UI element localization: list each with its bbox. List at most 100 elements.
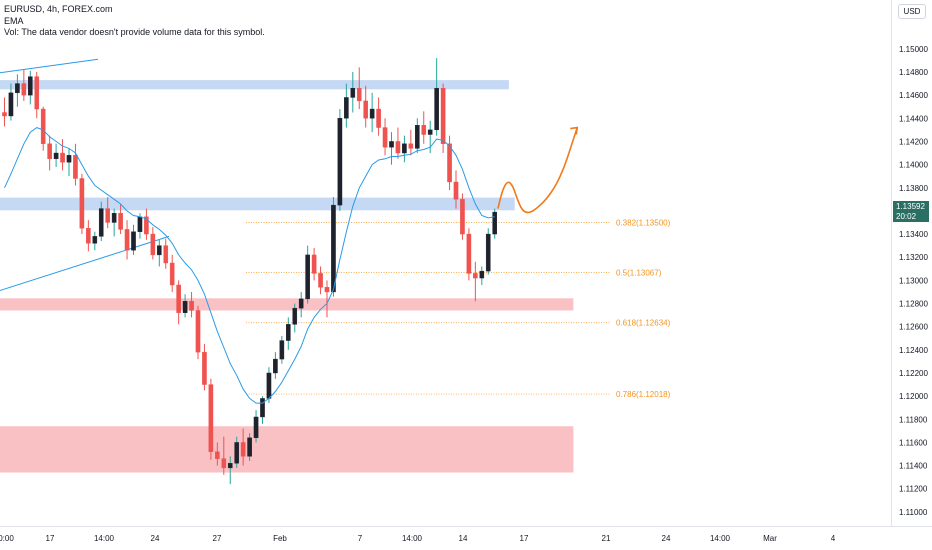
candle-up — [389, 141, 394, 148]
candle-up — [479, 270, 485, 279]
price-tick-label: 1.13000 — [899, 276, 928, 285]
candle-down — [60, 152, 65, 163]
candle-down — [376, 108, 381, 128]
price-tick-label: 1.11600 — [899, 438, 928, 447]
candle-up — [292, 307, 298, 325]
time-tick-label: 21 — [602, 534, 611, 543]
last-price-countdown: 20:02 — [896, 212, 917, 221]
candle-up — [427, 129, 433, 135]
candle-down — [466, 233, 472, 274]
price-tick-label: 1.12000 — [899, 392, 928, 401]
candle-down — [144, 216, 149, 235]
price-tick-label: 1.13200 — [899, 253, 928, 262]
candle-up — [492, 211, 498, 235]
candle-down — [47, 143, 52, 160]
candle-down — [356, 87, 362, 102]
candle-up — [260, 398, 265, 418]
candle-down — [395, 141, 401, 154]
fib-label-0.382: 0.382(1.13500) — [616, 218, 671, 227]
candle-up — [15, 83, 20, 94]
time-tick-label: 14:00 — [402, 534, 423, 543]
candle-down — [215, 451, 220, 459]
candle-down — [453, 181, 459, 200]
candle-down — [318, 273, 323, 288]
candle-up — [331, 204, 336, 293]
price-tick-label: 1.14400 — [899, 114, 928, 123]
price-tick-label: 1.13400 — [899, 230, 928, 239]
volume-note: Vol: The data vendor doesn't provide vol… — [4, 27, 265, 37]
candle-down — [382, 127, 388, 148]
zone-support-low — [0, 426, 574, 473]
zones-layer — [0, 80, 574, 473]
candle-down — [118, 213, 123, 230]
price-tick-label: 1.11000 — [899, 508, 928, 517]
candle-up — [298, 298, 304, 309]
price-tick-label: 1.12600 — [899, 323, 928, 332]
candle-down — [169, 262, 175, 286]
candle-up — [8, 92, 14, 117]
candle-up — [92, 236, 98, 244]
candle-up — [53, 152, 59, 160]
candle-down — [460, 199, 465, 235]
candle-up — [369, 108, 375, 119]
candle-up — [66, 155, 72, 163]
symbol-title[interactable]: EURUSD, 4h, FOREX.com — [4, 4, 113, 14]
candle-up — [402, 143, 407, 154]
zone-resistance-top — [0, 80, 509, 90]
candle-down — [176, 284, 181, 313]
candle-down — [150, 233, 156, 256]
candle-down — [73, 155, 78, 179]
last-price-label: 1.13592 20:02 — [893, 201, 929, 222]
time-axis: 0:00 17 14:00 24 27 Feb 7 14:00 14 17 21 24 14:00 Mar… — [0, 534, 836, 543]
candle-up — [98, 208, 104, 237]
price-tick-label: 1.12400 — [899, 346, 928, 355]
candle-up — [234, 442, 240, 464]
price-axis: 1.15000 1.14800 1.14600 1.14400 1.14200 1.140… — [899, 45, 928, 517]
price-tick-label: 1.11200 — [899, 485, 928, 494]
fib-label-0.786: 0.786(1.12018) — [616, 390, 671, 399]
candle-up — [111, 213, 117, 223]
candle-up — [156, 245, 162, 256]
candle-up — [350, 87, 356, 98]
candle-down — [240, 442, 246, 457]
price-tick-label: 1.15000 — [899, 45, 928, 54]
candle-down — [40, 108, 46, 144]
time-tick-label: 7 — [358, 534, 363, 543]
candle-up — [485, 233, 491, 272]
lower-trendline — [0, 235, 170, 292]
indicator-label[interactable]: EMA — [4, 15, 24, 26]
currency-badge[interactable]: USD — [898, 4, 926, 19]
candle-up — [344, 97, 349, 119]
candle-up — [131, 231, 136, 251]
candle-up — [434, 87, 439, 131]
ema-line — [4, 127, 495, 404]
candle-up — [286, 324, 291, 341]
axis-background — [891, 0, 932, 550]
price-tick-label: 1.14800 — [899, 68, 928, 77]
candle-down — [124, 229, 130, 251]
candles-layer — [2, 58, 498, 485]
trendlines-layer — [0, 58, 170, 292]
projection-curve — [497, 127, 579, 214]
candle-up — [137, 216, 143, 232]
projection-arrowhead — [570, 126, 579, 135]
candle-down — [21, 83, 27, 96]
candle-up — [279, 340, 285, 360]
upper-trendline — [0, 58, 99, 74]
price-tick-label: 1.11800 — [899, 415, 928, 424]
price-tick-label: 1.14000 — [899, 161, 928, 170]
time-tick-label: 24 — [151, 534, 160, 543]
time-tick-label: 14:00 — [94, 534, 115, 543]
candle-up — [305, 254, 310, 300]
candle-up — [337, 118, 343, 206]
time-tick-label: 14:00 — [710, 534, 731, 543]
price-tick-label: 1.13800 — [899, 184, 928, 193]
candle-up — [227, 463, 233, 469]
candle-down — [189, 301, 194, 311]
zone-resistance-mid — [0, 197, 515, 211]
candle-down — [311, 254, 317, 274]
candle-down — [86, 228, 91, 244]
ema-layer — [4, 127, 495, 404]
